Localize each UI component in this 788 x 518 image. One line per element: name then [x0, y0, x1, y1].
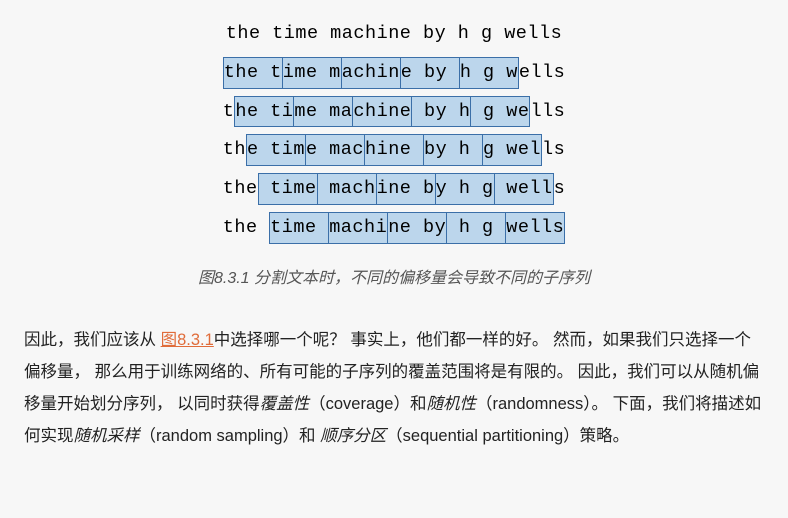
- italic-term: 随机性: [426, 395, 476, 413]
- sequence-plain: th: [223, 134, 246, 166]
- sequence-row: the time machine by h g wells: [223, 96, 566, 128]
- sequence-plain: the: [223, 173, 258, 205]
- sequence-plain: ells: [519, 57, 565, 89]
- sequence-cell: h g: [447, 212, 506, 244]
- sequence-boxed-group: the time machine by h g w: [223, 57, 519, 89]
- sequence-cell: g we: [471, 96, 530, 128]
- italic-term: 覆盖性: [260, 395, 310, 413]
- sequence-cell: chine: [353, 96, 412, 128]
- sequence-row: the time machine by h g wells: [223, 134, 566, 166]
- sequence-plain: the: [223, 212, 269, 244]
- sequence-cell: me ma: [294, 96, 353, 128]
- sequence-cell: y h g: [436, 173, 495, 205]
- sequence-cell: by h: [412, 96, 471, 128]
- figure-number: 图8.3.1: [198, 270, 250, 287]
- sequence-cell: ime m: [283, 57, 342, 89]
- sequence-cell: mach: [318, 173, 377, 205]
- body-text: （sequential partitioning）策略。: [386, 427, 629, 445]
- sequence-cell: h g w: [460, 57, 519, 89]
- body-paragraph: 因此，我们应该从 图8.3.1中选择哪一个呢？ 事实上，他们都一样的好。 然而，…: [24, 324, 764, 453]
- sequence-boxed-group: time machine by h g well: [258, 173, 554, 205]
- sequence-cell: ine b: [377, 173, 436, 205]
- sequence-boxed-group: he time machine by h g we: [234, 96, 530, 128]
- sequence-plain: ls: [542, 134, 565, 166]
- figure-caption: 图8.3.1 分割文本时，不同的偏移量会导致不同的子序列: [24, 264, 764, 288]
- sequence-boxed-group: time machine by h g wells: [269, 212, 565, 244]
- sequence-cell: by h: [424, 134, 483, 166]
- sequence-cell: well: [495, 173, 554, 205]
- sequence-cell: wells: [506, 212, 565, 244]
- sequence-cell: ne by: [388, 212, 447, 244]
- sequence-cell: time: [259, 173, 318, 205]
- figure-reference-link[interactable]: 图8.3.1: [161, 331, 214, 349]
- sequence-plain: t: [223, 96, 235, 128]
- sequence-plain: lls: [530, 96, 565, 128]
- sequence-cell: e mac: [306, 134, 365, 166]
- sequence-cell: the t: [224, 57, 283, 89]
- italic-term: 随机采样: [74, 427, 140, 445]
- sequence-row: the time machine by h g wells: [226, 18, 562, 50]
- sequence-boxed-group: e time machine by h g wel: [246, 134, 542, 166]
- sequence-text: the time machine by h g wells: [226, 18, 562, 50]
- italic-term: 顺序分区: [320, 427, 386, 445]
- sequence-cell: e tim: [247, 134, 306, 166]
- sequence-row: the time machine by h g wells: [223, 57, 566, 89]
- body-text: 因此，我们应该从: [24, 331, 161, 349]
- sequence-cell: g wel: [483, 134, 542, 166]
- sequence-cell: time: [270, 212, 329, 244]
- sequence-cell: e by: [401, 57, 460, 89]
- sequence-cell: hine: [365, 134, 424, 166]
- sequence-row: the time machine by h g wells: [223, 173, 566, 205]
- sequence-cell: machi: [329, 212, 388, 244]
- sequence-cell: he ti: [235, 96, 294, 128]
- sequence-row: the time machine by h g wells: [223, 212, 566, 244]
- sequence-cell: achin: [342, 57, 401, 89]
- figure-caption-text: 分割文本时，不同的偏移量会导致不同的子序列: [254, 270, 590, 287]
- body-text: （random sampling）和: [140, 427, 321, 445]
- sequence-plain: s: [554, 173, 566, 205]
- body-text: （coverage）和: [309, 395, 426, 413]
- sequence-offset-diagram: the time machine by h g wellsthe time ma…: [24, 18, 764, 244]
